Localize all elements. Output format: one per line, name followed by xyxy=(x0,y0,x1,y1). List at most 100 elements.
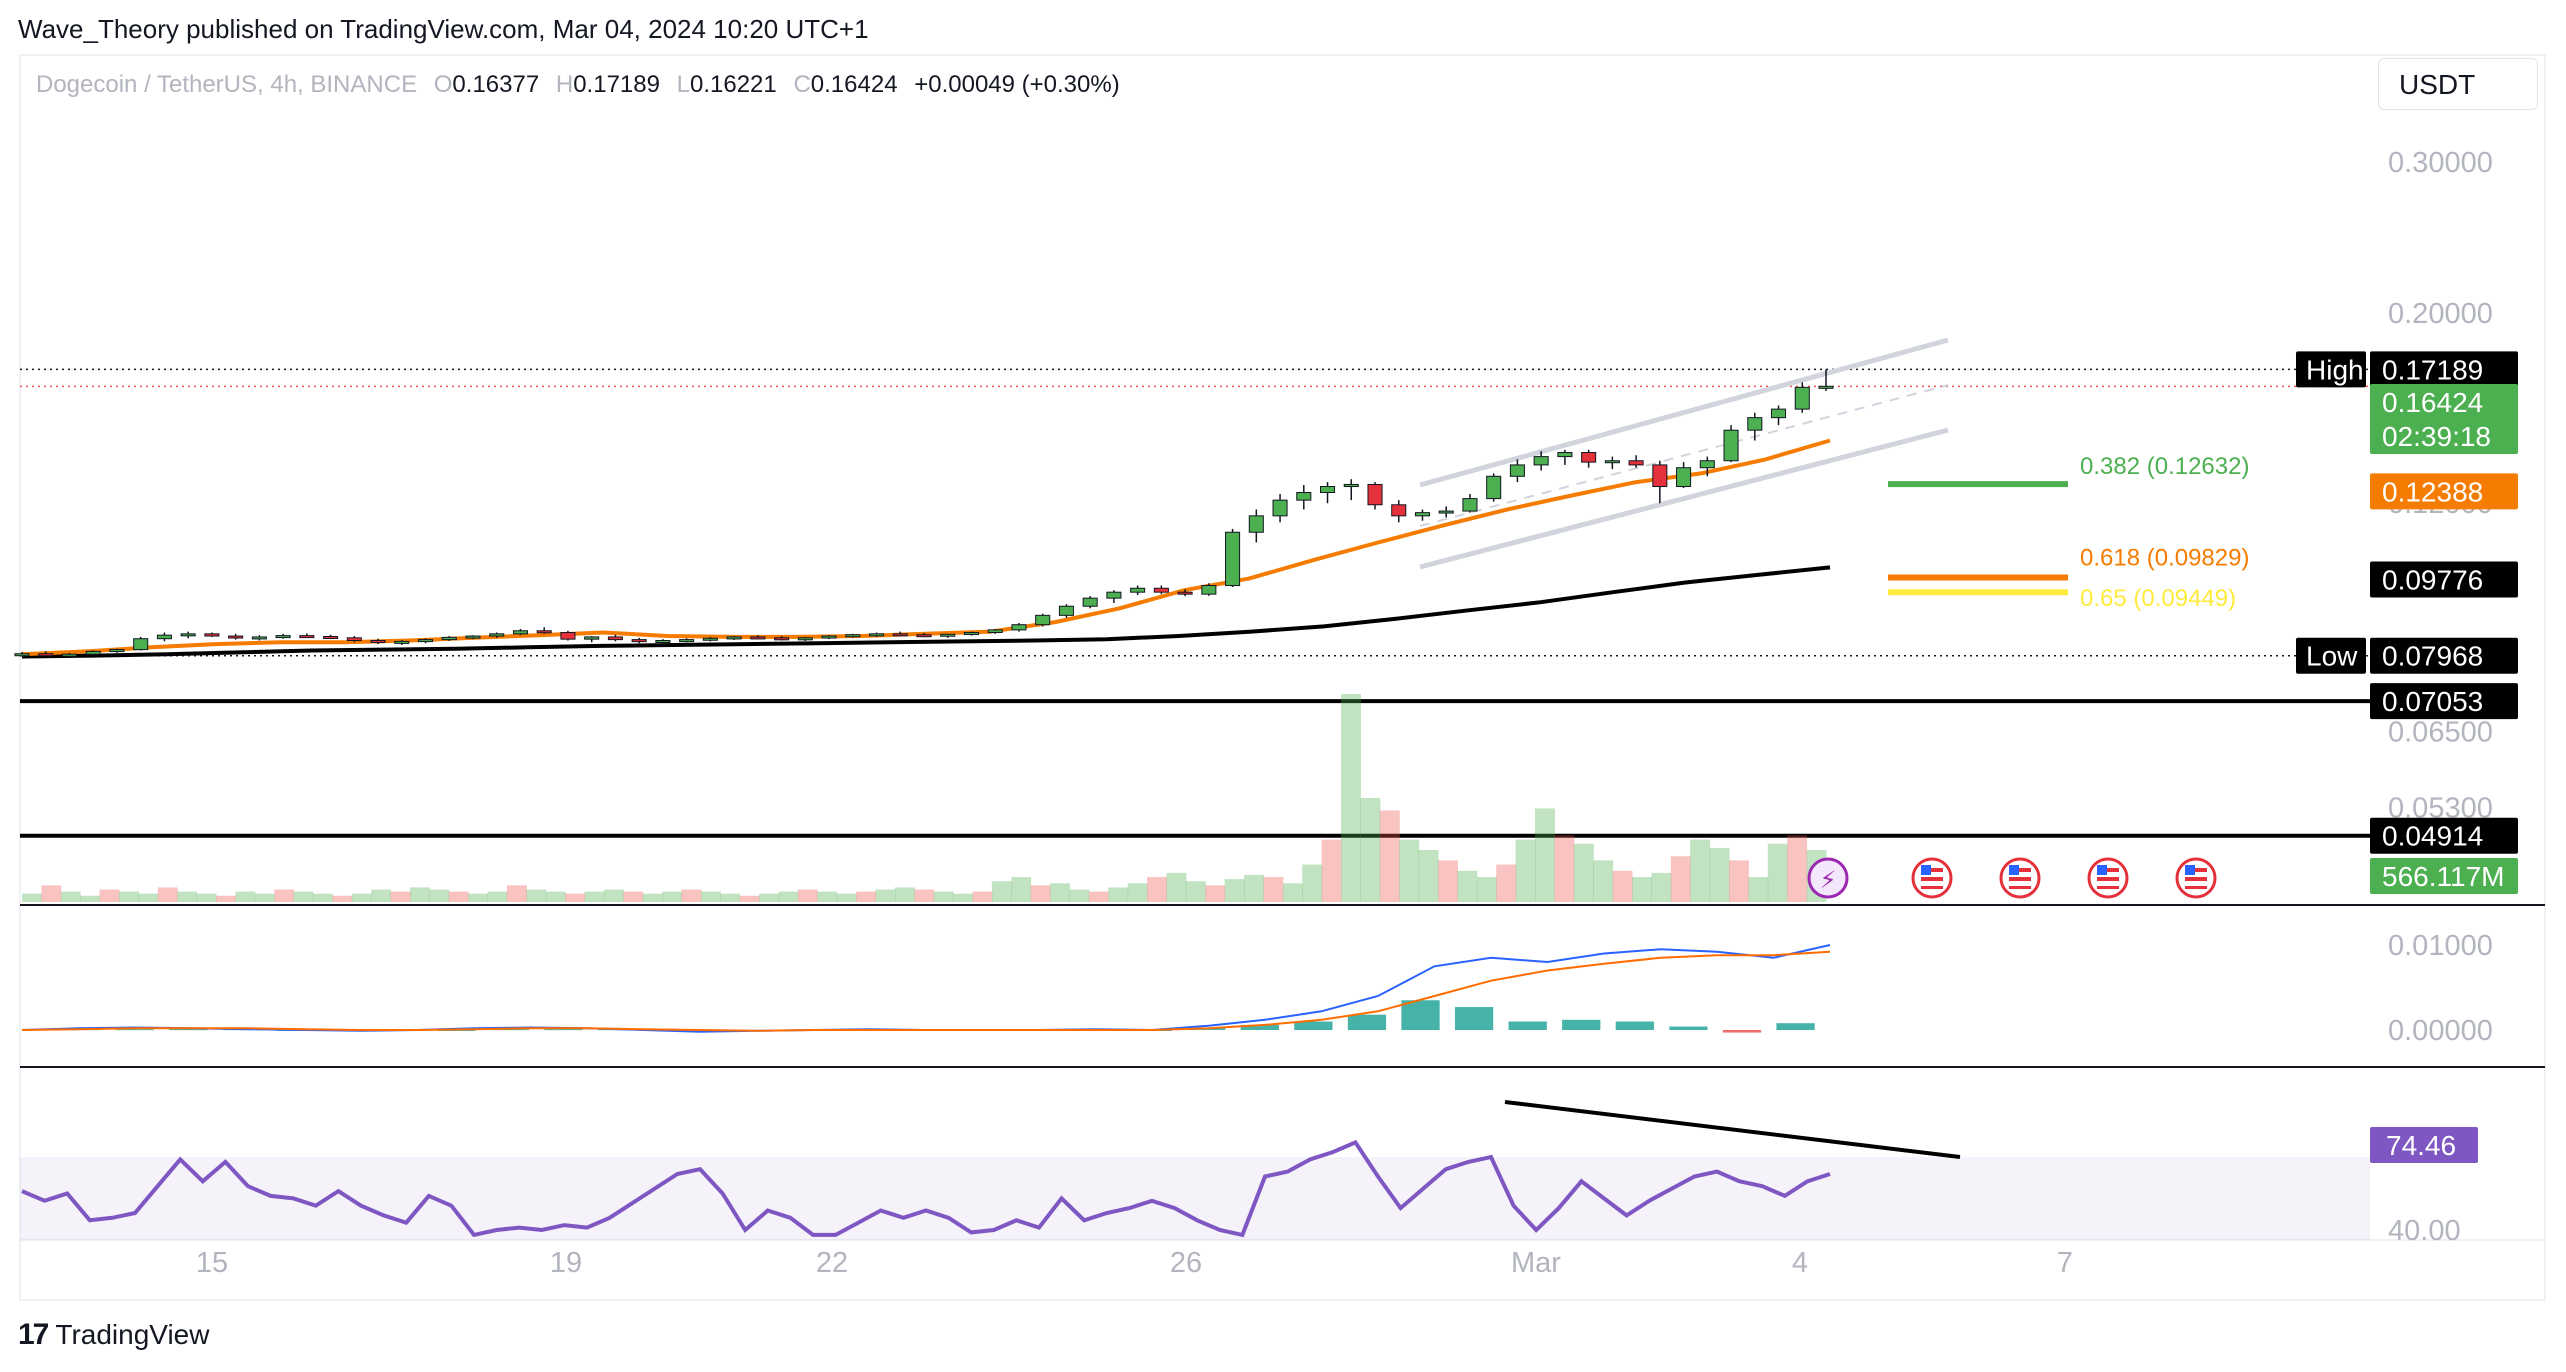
flag-stripe xyxy=(2185,886,2207,889)
volume-bar xyxy=(1496,864,1517,902)
time-tick-label: 19 xyxy=(550,1247,582,1279)
candle-body xyxy=(1177,591,1193,595)
flag-canton xyxy=(2097,865,2107,875)
macd-histogram-bar xyxy=(1454,1007,1494,1030)
volume-bar xyxy=(1263,877,1284,902)
volume-bar xyxy=(506,885,527,902)
volume-bar xyxy=(1612,870,1633,902)
volume-bar xyxy=(914,889,935,902)
flag-canton xyxy=(2009,865,2019,875)
volume-bar xyxy=(1050,883,1070,902)
price-tag xyxy=(2370,683,2518,720)
candle-body xyxy=(251,636,267,640)
price-tag-value: 566.117M xyxy=(2382,861,2504,892)
us-flag-event-icon xyxy=(1911,857,1953,899)
volume-bar xyxy=(817,891,838,902)
price-tag xyxy=(2370,637,2518,674)
candle-body xyxy=(1414,512,1431,517)
candle-body xyxy=(38,653,54,657)
candle-body xyxy=(1557,452,1573,458)
volume-bar xyxy=(1787,835,1808,902)
candle-body xyxy=(1604,460,1620,464)
candle-body xyxy=(1130,587,1146,593)
tradingview-logo[interactable]: 17 TradingView xyxy=(18,1318,209,1352)
macd-histogram-bar xyxy=(1347,1014,1387,1030)
volume-bar xyxy=(22,893,42,902)
time-tick-label: 15 xyxy=(196,1247,228,1279)
volume-bar xyxy=(875,889,896,902)
volume-bar xyxy=(1651,872,1672,902)
candle-body xyxy=(1438,510,1454,514)
volume-bar xyxy=(603,889,624,902)
candle-body xyxy=(1225,531,1241,587)
flag-stripe xyxy=(1921,868,1943,872)
time-tick-label: 22 xyxy=(816,1247,848,1279)
flag-canton xyxy=(2185,865,2195,875)
volume-bar xyxy=(642,893,663,902)
candle-body xyxy=(1319,486,1336,494)
volume-bar xyxy=(254,893,275,902)
channel-lower xyxy=(1419,427,1949,570)
volume-bar xyxy=(1767,843,1788,902)
price-tag xyxy=(2370,817,2518,854)
candle-body xyxy=(584,636,600,640)
candle-body xyxy=(85,650,101,655)
time-tick-label: Mar xyxy=(1511,1247,1561,1279)
rsi-band xyxy=(20,1157,2370,1240)
currency-selector[interactable]: USDT xyxy=(2378,58,2538,110)
macd-signal-line xyxy=(21,950,1831,1032)
volume-bar xyxy=(526,889,547,902)
volume-bar xyxy=(1147,877,1167,902)
candle-body xyxy=(1272,499,1288,517)
fib-level-label: 0.382 (0.12632) xyxy=(2080,453,2249,480)
candle-body xyxy=(1011,624,1027,631)
candle-body xyxy=(1367,483,1383,506)
volume-bar xyxy=(429,889,450,902)
volume-bar xyxy=(584,891,605,902)
price-tag-label: Low xyxy=(2306,641,2358,672)
candle-body xyxy=(14,653,30,657)
flag-stripe xyxy=(2097,868,2119,872)
flag-stripe xyxy=(2185,868,2207,872)
price-tag-value: 0.09776 xyxy=(2382,565,2483,596)
volume-bar xyxy=(468,893,489,902)
candle-body xyxy=(275,635,291,639)
macd-histogram-bar xyxy=(1776,1023,1815,1030)
candle-body xyxy=(1676,467,1692,488)
volume-bar xyxy=(1515,839,1536,902)
price-chart[interactable]: 0.300000.200000.120000.065000.0530015192… xyxy=(0,0,2566,1320)
chart-frame xyxy=(19,54,2546,1301)
volume-bar xyxy=(390,891,411,902)
lightning-glyph: ⚡ xyxy=(1820,867,1837,894)
candle-body xyxy=(394,640,410,644)
candle-body xyxy=(1533,456,1549,466)
us-flag-event-icon xyxy=(1999,857,2041,899)
candle-body xyxy=(228,635,244,639)
macd-histogram-bar xyxy=(1562,1019,1601,1030)
candle-body xyxy=(133,638,149,651)
volume-bar xyxy=(1418,850,1439,902)
rsi-divergence-line xyxy=(1504,1100,1961,1159)
volume-bar xyxy=(700,891,721,902)
volume-bar xyxy=(118,891,139,902)
volume-bar xyxy=(1573,843,1594,902)
volume-bar xyxy=(623,891,644,902)
volume-bar xyxy=(1341,694,1361,902)
flag-stripe xyxy=(2097,886,2119,889)
volume-bar xyxy=(1205,885,1226,902)
volume-bar xyxy=(972,891,993,902)
candle-body xyxy=(1106,591,1122,599)
price-tag-label-box xyxy=(2296,637,2366,674)
ema-50-line xyxy=(21,438,1831,657)
price-tag-value: 0.07968 xyxy=(2382,641,2483,672)
volume-bar xyxy=(41,885,62,902)
volume-bar xyxy=(1476,877,1497,902)
volume-bar xyxy=(720,893,741,902)
price-tag-label: High xyxy=(2306,354,2364,385)
macd-histogram-bar xyxy=(490,1029,529,1031)
time-tick-label: 4 xyxy=(1792,1247,1808,1279)
candle-body xyxy=(1082,597,1098,607)
candle-body xyxy=(417,639,434,643)
candle-body xyxy=(1343,483,1359,488)
flag-stripe xyxy=(2009,868,2031,872)
